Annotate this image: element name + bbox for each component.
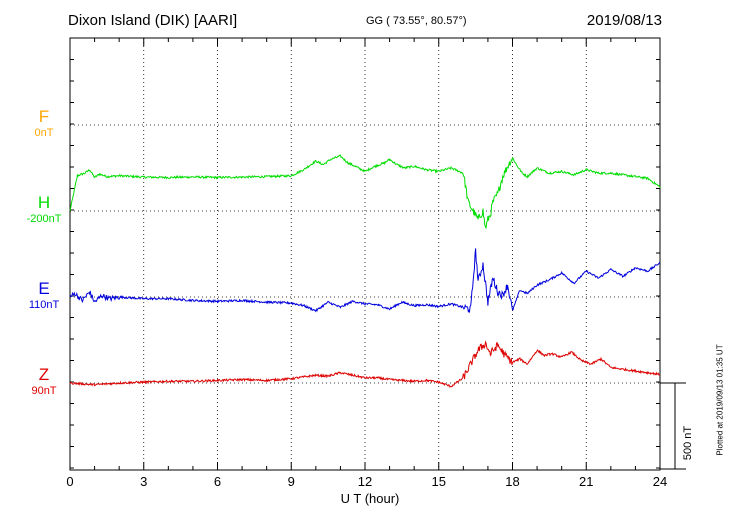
trace-e <box>69 248 661 314</box>
channel-baseline-e: 110nT <box>28 299 60 311</box>
x-tick-label-21: 21 <box>579 474 594 489</box>
x-tick-label-0: 0 <box>66 474 74 489</box>
x-axis-title: U T (hour) <box>340 491 400 506</box>
channel-baseline-f: 0nT <box>34 127 54 139</box>
x-tick-label-24: 24 <box>652 474 668 489</box>
x-tick-label-15: 15 <box>431 474 446 489</box>
date-label: 2019/08/13 <box>586 12 662 29</box>
data-traces <box>69 154 661 388</box>
grid-lines <box>70 38 660 470</box>
x-tick-label-3: 3 <box>140 474 148 489</box>
channel-baseline-z: 90nT <box>31 385 57 397</box>
trace-z <box>69 340 661 388</box>
x-tick-label-12: 12 <box>357 474 373 489</box>
coordinates-label: GG ( 73.55°, 80.57°) <box>366 15 467 27</box>
station-title: Dixon Island (DIK) [AARI] <box>68 12 238 29</box>
scale-bar <box>660 382 686 470</box>
channel-label-z: Z <box>38 365 50 384</box>
trace-h <box>69 154 661 230</box>
x-tick-label-9: 9 <box>287 474 295 489</box>
channel-baseline-h: -200nT <box>26 213 62 225</box>
x-tick-label-6: 6 <box>213 474 222 489</box>
channel-label-f: F <box>38 107 50 126</box>
scale-bar-label: 500 nT <box>682 425 694 461</box>
channel-label-h: H <box>37 193 51 212</box>
channel-label-e: E <box>38 279 50 298</box>
plotted-at-label: Plotted at 2019/09/13 01:35 UT <box>715 344 725 456</box>
x-tick-label-18: 18 <box>505 474 520 489</box>
